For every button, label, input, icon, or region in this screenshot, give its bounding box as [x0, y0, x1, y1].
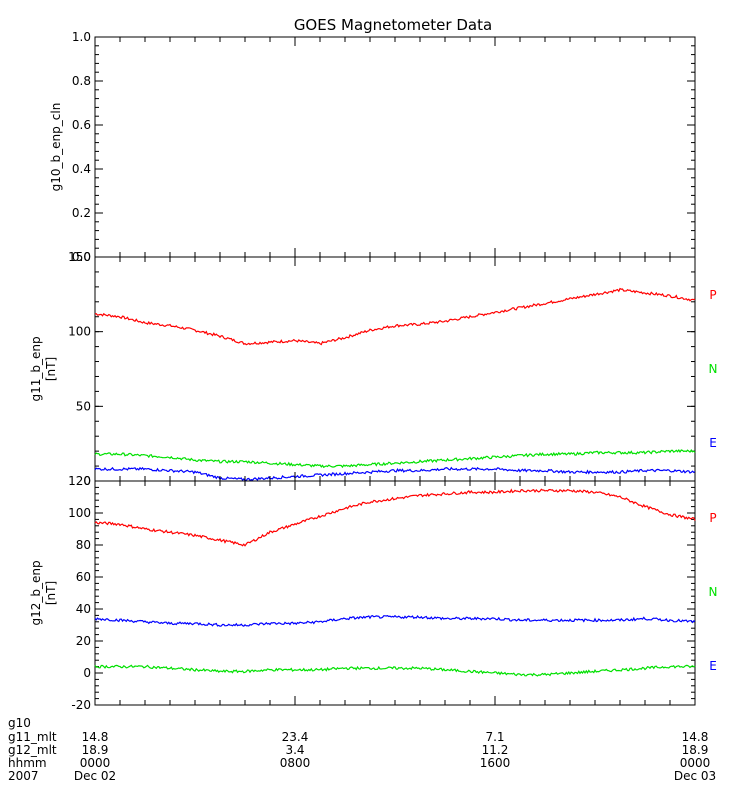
- xaxis-row-value: 0800: [280, 756, 311, 770]
- x-axis-ticks: [94, 37, 696, 705]
- ytick-label: 0: [83, 666, 91, 680]
- xaxis-row-value: 14.8: [682, 730, 709, 744]
- ytick-label: 0: [83, 474, 91, 488]
- xaxis-row-label: g12_mlt: [8, 743, 57, 757]
- ytick-label: 20: [76, 634, 91, 648]
- ytick-label: 80: [76, 538, 91, 552]
- legend-label-E: E: [709, 659, 717, 673]
- panel-g12-frame: [94, 480, 696, 706]
- panel-g12-lines: [94, 488, 696, 677]
- series-line-E: [94, 614, 696, 627]
- xaxis-row-label: hhmm: [8, 756, 47, 770]
- panel-g12-legend: P N E: [709, 511, 718, 673]
- xaxis-row-value: 1600: [480, 756, 511, 770]
- ytick-label: 60: [76, 570, 91, 584]
- panel-g11-legend: P N E: [709, 288, 718, 450]
- panel-g11-ylabel: g11_b_enp: [29, 336, 43, 401]
- xaxis-row-label: g11_mlt: [8, 730, 57, 744]
- series-line-N: [94, 448, 696, 469]
- panel-g12-ylabel: g12_b_enp: [29, 560, 43, 625]
- ytick-label: 100: [68, 325, 91, 339]
- xaxis-row-value: 14.8: [82, 730, 109, 744]
- legend-label-E: E: [709, 436, 717, 450]
- xaxis-row-label: 2007: [8, 769, 39, 783]
- xaxis-row-value: 0000: [680, 756, 711, 770]
- ytick-label: 40: [76, 602, 91, 616]
- panel-g11-yticks: 0 50 100 150: [68, 250, 695, 488]
- xaxis-row-value: Dec 03: [674, 769, 716, 783]
- ytick-label: 0.2: [72, 206, 91, 220]
- ytick-label: 150: [68, 250, 91, 264]
- series-line-N: [94, 664, 696, 677]
- ytick-label: 0.8: [72, 74, 91, 88]
- panel-g12: g12_b_enp [nT] -20 0 20 40 60 80 100 120 P N E: [29, 474, 717, 712]
- panel-g11-yunit: [nT]: [44, 357, 58, 381]
- legend-label-N: N: [709, 585, 718, 599]
- panel-g10: g10_b_enp_cln 0.0 0.2 0.4 0.6 0.8 1.0: [49, 30, 696, 264]
- series-line-P: [94, 488, 696, 547]
- ytick-label: -20: [71, 698, 91, 712]
- ytick-label: 50: [76, 399, 91, 413]
- legend-label-N: N: [709, 362, 718, 376]
- xaxis-row-value: 18.9: [82, 743, 109, 757]
- panel-g10-yticks: 0.0 0.2 0.4 0.6 0.8 1.0: [72, 30, 695, 264]
- ytick-label: 0.0: [72, 250, 91, 264]
- panel-g10-frame: [94, 36, 696, 258]
- ytick-label: 0.4: [72, 162, 91, 176]
- panel-g12-yunit: [nT]: [44, 581, 58, 605]
- panel-g11: g11_b_enp [nT] 0 50 100 150 P N E: [29, 250, 717, 488]
- series-line-E: [94, 466, 696, 482]
- ytick-label: 0.6: [72, 118, 91, 132]
- legend-label-P: P: [709, 511, 716, 525]
- xaxis-row-value: 7.1: [485, 730, 504, 744]
- chart-title: GOES Magnetometer Data: [294, 16, 492, 34]
- panel-g10-ylabel: g10_b_enp_cln: [49, 103, 63, 192]
- xaxis-row-value: 11.2: [482, 743, 509, 757]
- xaxis-row-value: 0000: [80, 756, 111, 770]
- ytick-label: 100: [68, 506, 91, 520]
- xaxis-row-value: 18.9: [682, 743, 709, 757]
- panel-g11-lines: [94, 287, 696, 482]
- panel-g11-frame: [94, 256, 696, 482]
- xaxis-row-value: Dec 02: [74, 769, 116, 783]
- panel-g12-yticks: -20 0 20 40 60 80 100 120: [68, 474, 695, 712]
- ytick-label: 1.0: [72, 30, 91, 44]
- series-line-P: [94, 287, 696, 346]
- ytick-label: 120: [68, 474, 91, 488]
- xaxis-row-value: 23.4: [282, 730, 309, 744]
- xaxis-row-label: g10: [8, 716, 31, 730]
- legend-label-P: P: [709, 288, 716, 302]
- xaxis-row-value: 3.4: [285, 743, 304, 757]
